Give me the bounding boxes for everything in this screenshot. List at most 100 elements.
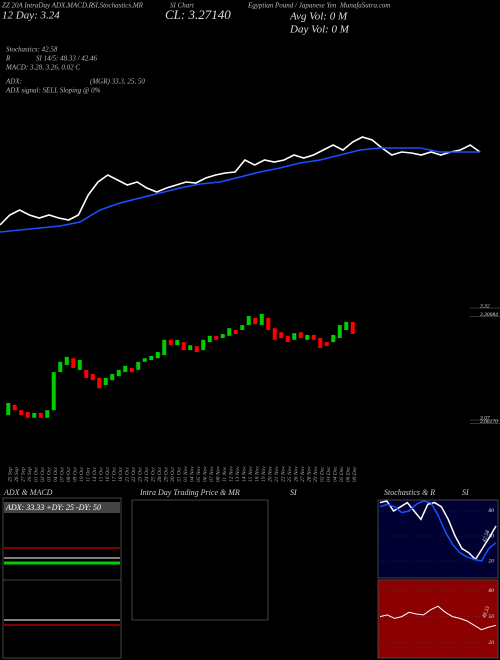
candle	[90, 373, 95, 381]
x-tick-label: 29 Nov	[313, 466, 319, 482]
x-tick-label: 27 Sep	[21, 467, 27, 482]
indicator-text: R	[5, 55, 11, 63]
intraday-panel	[131, 499, 269, 621]
x-tick-label: 10 Oct	[79, 467, 85, 482]
y-tick-label: 20	[489, 640, 495, 646]
x-tick-label: 31 Oct	[177, 467, 183, 483]
candle	[233, 329, 238, 335]
x-tick-label: 25 Sep	[8, 467, 14, 482]
adx-panel	[2, 497, 122, 659]
y-tick-label: 3.32	[479, 303, 490, 309]
x-tick-label: 26 Nov	[294, 466, 300, 482]
indicator-text: SI 14/5: 48.33 / 42.46	[36, 55, 98, 63]
x-tick-label: 22 Nov	[281, 466, 287, 482]
x-tick-label: 15 Nov	[248, 466, 254, 482]
candle	[12, 404, 17, 411]
candle	[64, 356, 69, 365]
adx-label-bg	[4, 502, 120, 513]
candle	[220, 334, 225, 339]
y-tick-label: 3.07	[479, 415, 490, 421]
x-tick-label: 02 Oct	[40, 467, 46, 482]
candle	[201, 339, 206, 351]
candle	[84, 369, 89, 378]
x-tick-label: 15 Oct	[99, 467, 105, 482]
candle	[175, 339, 180, 346]
candle	[259, 313, 264, 326]
candle	[168, 339, 173, 346]
stochastics-panel	[377, 499, 499, 579]
header-text: SI Chart	[170, 2, 195, 10]
candle	[318, 338, 323, 348]
candle	[103, 377, 108, 386]
x-tick-label: 14 Nov	[241, 466, 248, 482]
x-tick-label: 03 Oct	[47, 467, 53, 482]
x-tick-label: 26 Sep	[14, 467, 20, 482]
x-tick-label: 22 Oct	[131, 467, 137, 482]
header-text: Egyptian Pound / Japanese Yen	[247, 2, 337, 10]
y-tick-label: 80	[489, 508, 495, 514]
x-tick-label: 28 Oct	[157, 467, 163, 482]
x-tick-label: 05 Dec	[339, 466, 345, 482]
candle	[142, 358, 147, 362]
value-label: 48.33	[480, 605, 491, 619]
candle	[227, 328, 232, 336]
candle	[350, 321, 355, 335]
candle	[266, 317, 271, 330]
candle	[324, 342, 329, 347]
line-series	[379, 605, 497, 631]
avg-vol: Avg Vol: 0 M	[289, 11, 348, 23]
x-tick-label: 25 Nov	[287, 466, 293, 482]
adx-label: ADX: 33.33 +DY: 25 -DY: 50	[5, 503, 101, 512]
rsi-panel	[377, 579, 499, 659]
y-tick-label: 3.06170	[479, 419, 498, 425]
candle	[298, 332, 303, 339]
x-tick-label: 04 Nov	[189, 466, 196, 482]
x-tick-label: 06 Dec	[346, 466, 352, 482]
panel-title: ADX & MACD	[3, 488, 53, 497]
candle	[77, 360, 82, 370]
x-tick-label: 06 Nov	[203, 466, 209, 482]
day-text: 12 Day: 3.24	[2, 10, 60, 22]
x-tick-label: 18 Oct	[118, 467, 124, 482]
x-tick-label: 20 Nov	[268, 466, 274, 482]
indicator-text: ADX:	[5, 78, 22, 86]
indicator-text: MACD: 3.28, 3.26, 0.02 C	[5, 64, 80, 72]
x-tick-label: 21 Oct	[125, 467, 131, 482]
x-tick-label: 16 Oct	[105, 467, 111, 482]
candle	[344, 321, 349, 330]
x-tick-label: 19 Nov	[261, 466, 267, 482]
x-tick-label: 11 Oct	[86, 467, 92, 482]
y-tick-label: 50	[489, 533, 495, 539]
x-tick-label: 07 Oct	[60, 467, 66, 482]
x-tick-label: 23 Oct	[138, 467, 144, 482]
panel-title: SI	[290, 488, 297, 497]
candle	[292, 333, 297, 340]
candle	[305, 334, 310, 340]
indicator-text: Stochastics: 42.58	[6, 46, 58, 54]
x-tick-label: 08 Nov	[216, 466, 222, 482]
candle	[123, 365, 128, 373]
candle	[6, 403, 11, 416]
candle	[240, 325, 245, 330]
candle	[246, 316, 251, 326]
x-tick-label: 30 Oct	[170, 467, 176, 483]
x-tick-label: 05 Nov	[196, 466, 202, 482]
line-series	[379, 500, 497, 561]
line-series	[0, 136, 481, 226]
x-tick-label: 11 Nov	[222, 466, 228, 482]
x-tick-label: 29 Oct	[164, 467, 170, 482]
line-series	[0, 147, 480, 233]
y-tick-label: 80	[489, 588, 495, 594]
close-text: CL: 3.27140	[165, 7, 231, 22]
x-tick-label: 28 Nov	[307, 466, 313, 482]
candle	[38, 412, 43, 418]
candle	[25, 411, 30, 418]
candle	[207, 335, 212, 343]
indicator-text: ADX signal: SELL Sloping @ 0%	[5, 87, 101, 95]
value-label: 42.58	[480, 529, 491, 543]
y-tick-label: 50	[489, 614, 495, 620]
x-tick-label: 17 Oct	[112, 467, 118, 482]
x-tick-label: 02 Dec	[320, 466, 326, 482]
x-tick-label: 03 Dec	[326, 466, 332, 482]
